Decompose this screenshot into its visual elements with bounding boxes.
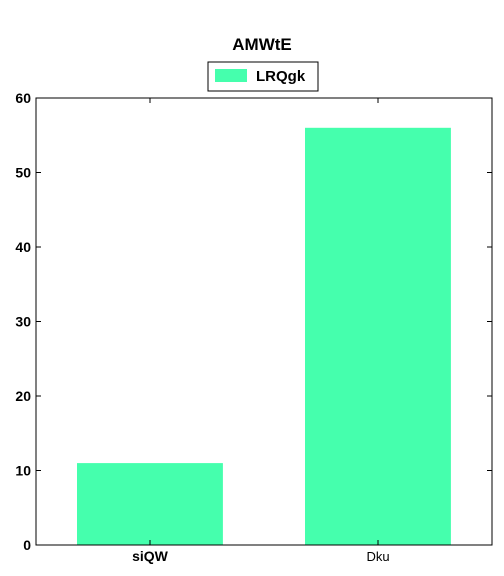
y-tick-label-30: 30 — [15, 314, 31, 330]
plot-frame — [35, 97, 493, 546]
y-tick-label-40: 40 — [15, 239, 31, 255]
legend-label: LRQgk — [256, 68, 306, 85]
bar-Dku — [305, 127, 451, 546]
y-tick-label-60: 60 — [15, 90, 31, 106]
legend-swatch — [215, 69, 247, 82]
y-tick-label-50: 50 — [15, 165, 31, 181]
legend: LRQgk — [207, 61, 319, 92]
y-tick-label-10: 10 — [15, 463, 31, 479]
bar-siQW — [77, 463, 223, 545]
x-axis: siQW Dku — [132, 98, 390, 564]
x-tick-label-Dku: Dku — [366, 549, 389, 564]
y-axis: 0 10 20 30 40 50 60 — [15, 90, 492, 553]
chart-title: AMWtE — [232, 35, 291, 54]
y-tick-label-20: 20 — [15, 388, 31, 404]
y-tick-label-0: 0 — [23, 537, 31, 553]
bars-group — [77, 127, 451, 546]
x-tick-label-siQW: siQW — [132, 548, 169, 564]
